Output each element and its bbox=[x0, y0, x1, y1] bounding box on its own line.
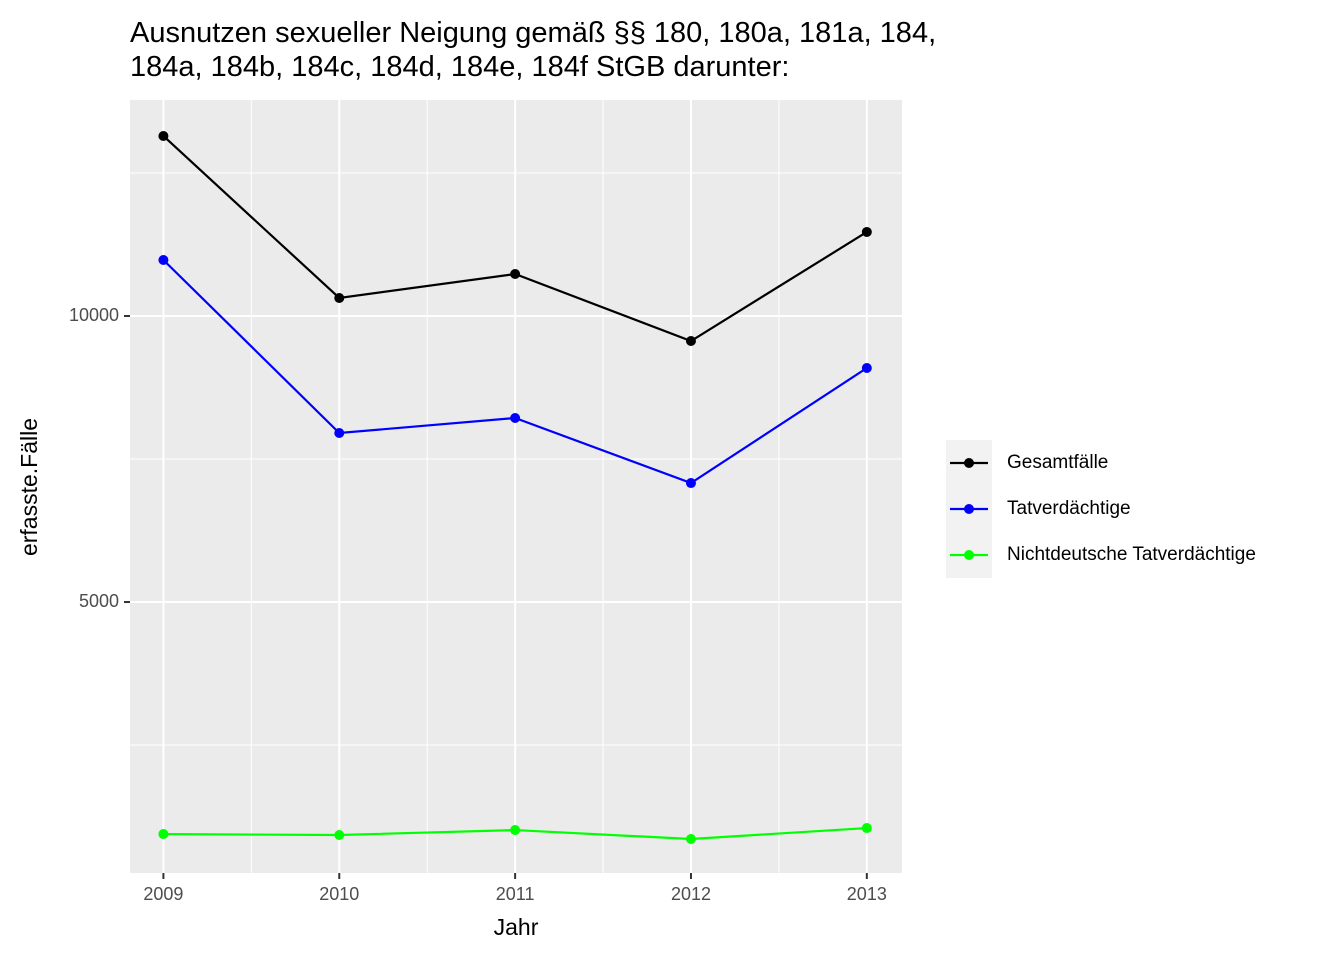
x-tick-label: 2012 bbox=[671, 884, 711, 904]
data-point bbox=[158, 130, 169, 141]
data-point bbox=[861, 363, 872, 374]
x-tick-label: 2010 bbox=[319, 884, 359, 904]
legend-label: Nichtdeutsche Tatverdächtige bbox=[1007, 544, 1256, 565]
data-point bbox=[685, 336, 696, 347]
x-tick-label: 2013 bbox=[847, 884, 887, 904]
x-tick-label: 2009 bbox=[143, 884, 183, 904]
chart-title: 184a, 184b, 184c, 184d, 184e, 184f StGB … bbox=[130, 51, 789, 83]
x-axis-title: Jahr bbox=[494, 914, 539, 940]
legend-label: Gesamtfälle bbox=[1007, 452, 1108, 473]
data-point bbox=[685, 478, 696, 489]
data-point bbox=[158, 829, 169, 840]
data-point bbox=[861, 823, 872, 834]
legend-point bbox=[964, 504, 974, 514]
legend-point bbox=[964, 458, 974, 468]
data-point bbox=[685, 834, 696, 845]
chart-title: Ausnutzen sexueller Neigung gemäß §§ 180… bbox=[130, 17, 936, 49]
data-point bbox=[861, 226, 872, 237]
legend-point bbox=[964, 550, 974, 560]
data-point bbox=[158, 255, 169, 266]
data-point bbox=[334, 427, 345, 438]
y-tick-label: 5000 bbox=[79, 591, 119, 611]
data-point bbox=[510, 412, 521, 423]
data-point bbox=[334, 292, 345, 303]
y-tick-label: 10000 bbox=[69, 305, 119, 325]
y-axis-title: erfasste.Fälle bbox=[16, 418, 42, 556]
legend-label: Tatverdächtige bbox=[1007, 498, 1131, 519]
x-tick-label: 2011 bbox=[496, 884, 535, 904]
data-point bbox=[334, 830, 345, 841]
data-point bbox=[510, 825, 521, 836]
data-point bbox=[510, 269, 521, 280]
